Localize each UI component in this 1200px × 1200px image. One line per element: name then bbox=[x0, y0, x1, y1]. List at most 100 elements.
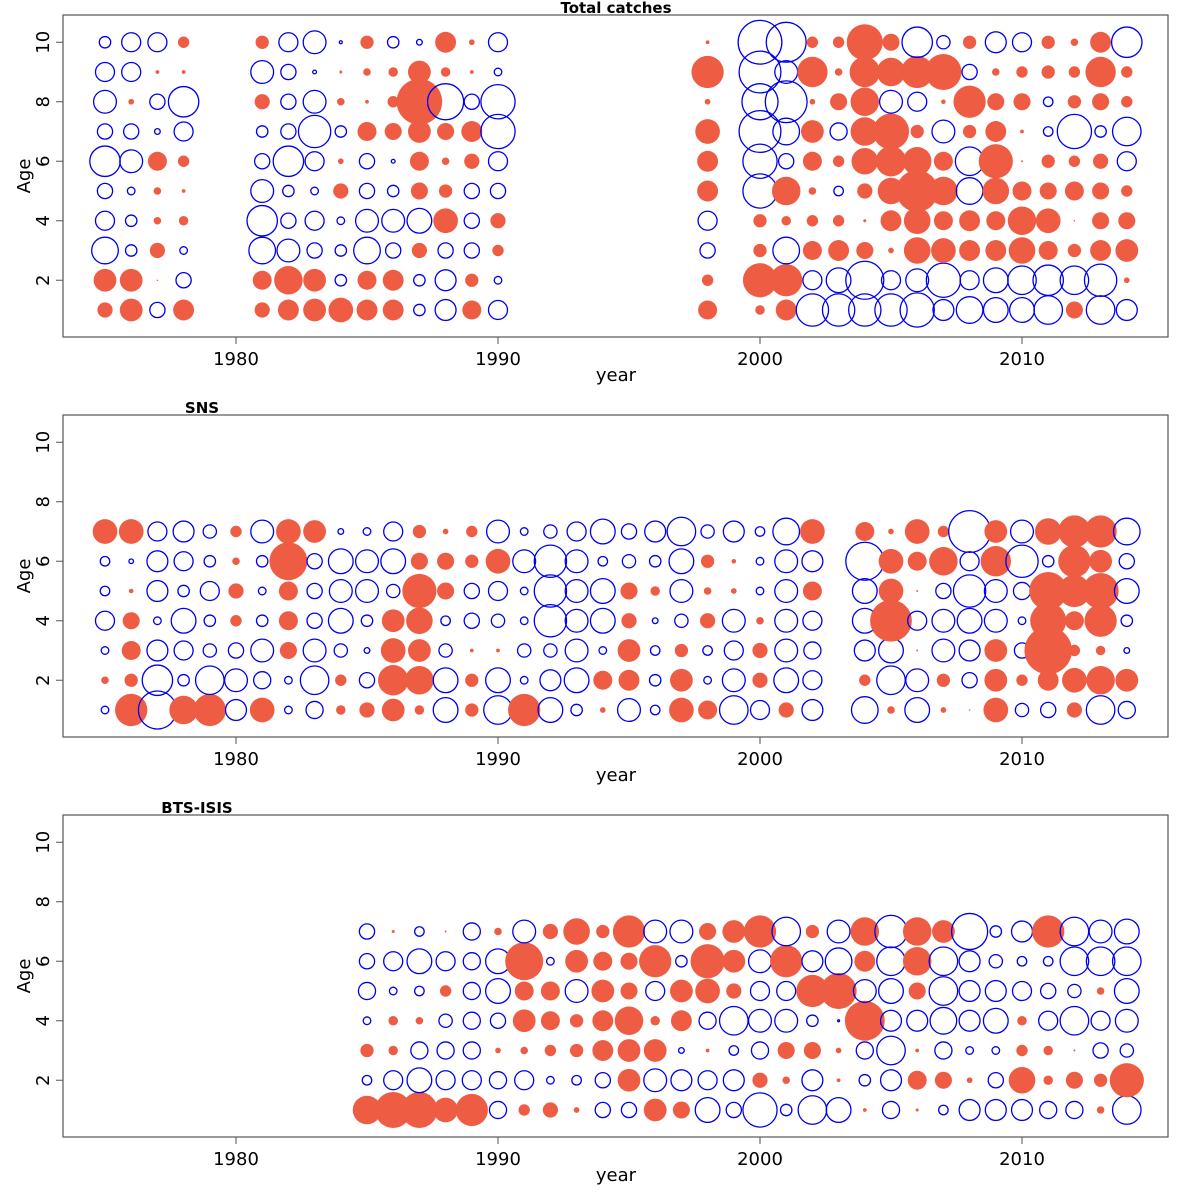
bubble-positive bbox=[303, 298, 326, 322]
bubble-positive bbox=[1070, 38, 1079, 47]
bubble-negative bbox=[413, 303, 426, 317]
bubble-positive bbox=[92, 519, 118, 544]
bubble-positive bbox=[985, 240, 1007, 261]
bubble-positive bbox=[1064, 181, 1084, 201]
bubble-negative bbox=[801, 698, 824, 722]
bubble-positive bbox=[437, 122, 455, 141]
y-tick-label: 8 bbox=[33, 896, 54, 907]
bubble-negative bbox=[147, 521, 168, 542]
bubble-negative bbox=[436, 1041, 455, 1060]
bubble-positive bbox=[937, 525, 950, 538]
bubble-positive bbox=[375, 1091, 412, 1129]
bubble-positive bbox=[796, 974, 829, 1008]
bubble-positive bbox=[592, 1040, 614, 1061]
bubble-negative bbox=[950, 912, 989, 951]
bubble-positive bbox=[828, 240, 850, 261]
bubble-negative bbox=[406, 207, 433, 234]
bubble-positive bbox=[691, 55, 724, 89]
bubble-positive bbox=[984, 520, 1008, 543]
bubble-positive bbox=[153, 216, 162, 225]
bubble-positive bbox=[959, 210, 981, 232]
bubble-negative bbox=[984, 979, 1007, 1003]
bubble-positive bbox=[599, 707, 606, 713]
bubble-negative bbox=[1111, 1095, 1142, 1125]
bubble-negative bbox=[480, 113, 516, 150]
x-axis-label: year bbox=[596, 1165, 637, 1186]
bubble-positive bbox=[101, 676, 109, 685]
bubble-negative bbox=[774, 1008, 799, 1033]
bubble-negative bbox=[874, 914, 908, 949]
bubble-positive bbox=[177, 36, 190, 48]
bubble-positive bbox=[339, 70, 343, 74]
bubble-positive bbox=[178, 216, 189, 226]
bubble-positive bbox=[249, 697, 275, 723]
bubble-positive bbox=[363, 68, 371, 76]
bubble-positive bbox=[279, 641, 297, 660]
bubble-positive bbox=[1085, 56, 1116, 88]
bubble-positive bbox=[465, 703, 479, 717]
bubble-negative bbox=[248, 236, 277, 265]
bubble-positive bbox=[808, 187, 817, 195]
bubble-positive bbox=[1037, 669, 1059, 691]
bubble-positive bbox=[697, 180, 719, 202]
x-tick-label: 1990 bbox=[475, 1149, 521, 1170]
bubble-negative bbox=[855, 1041, 875, 1060]
bubble-negative bbox=[722, 520, 745, 543]
bubble-positive bbox=[411, 242, 427, 259]
bubble-negative bbox=[598, 646, 608, 655]
bubble-negative bbox=[146, 639, 169, 662]
bubble-positive bbox=[695, 978, 720, 1004]
bubble-negative bbox=[718, 1005, 749, 1036]
bubble-negative bbox=[362, 527, 372, 536]
bubble-negative bbox=[354, 208, 380, 233]
bubble-positive bbox=[612, 915, 646, 948]
bubble-positive bbox=[435, 31, 457, 53]
bubble-negative bbox=[94, 210, 116, 231]
bubble-negative bbox=[1009, 296, 1036, 323]
bubble-negative bbox=[764, 80, 808, 124]
bubble-negative bbox=[847, 293, 882, 327]
bubble-negative bbox=[358, 672, 376, 689]
bubble-negative bbox=[802, 670, 823, 691]
bubble-positive bbox=[700, 554, 715, 568]
bubble-positive bbox=[1066, 702, 1082, 718]
bubble-positive bbox=[465, 273, 479, 287]
bubble-negative bbox=[333, 643, 349, 658]
bubble-negative bbox=[772, 517, 801, 546]
bubble-negative bbox=[280, 212, 297, 229]
bubble-negative bbox=[742, 143, 778, 179]
bubble-positive bbox=[466, 525, 478, 538]
bubble-negative bbox=[99, 585, 111, 597]
bubble-positive bbox=[643, 1098, 667, 1122]
bubble-positive bbox=[875, 146, 907, 177]
bubble-positive bbox=[356, 299, 378, 321]
bubble-positive bbox=[512, 1009, 536, 1033]
panel-title: Total catches bbox=[560, 0, 671, 17]
bubble-positive bbox=[495, 1047, 501, 1054]
bubble-negative bbox=[644, 520, 667, 543]
bubble-negative bbox=[725, 1101, 743, 1119]
bubble-positive bbox=[862, 1108, 867, 1112]
bubble-negative bbox=[519, 586, 529, 596]
bubble-positive bbox=[406, 607, 433, 635]
bubble-positive bbox=[514, 981, 534, 1001]
bubble-positive bbox=[834, 68, 843, 76]
bubble-positive bbox=[830, 93, 848, 111]
bubble-positive bbox=[357, 122, 377, 141]
bubble-positive bbox=[181, 70, 186, 74]
bubble-positive bbox=[872, 113, 910, 150]
bubble-negative bbox=[881, 1100, 901, 1120]
bubble-positive bbox=[360, 1043, 374, 1058]
bubble-positive bbox=[620, 582, 638, 600]
bubble-negative bbox=[462, 922, 482, 941]
bubble-positive bbox=[752, 642, 768, 659]
bubble-negative bbox=[203, 554, 217, 568]
bubble-negative bbox=[571, 1074, 582, 1086]
bubble-negative bbox=[179, 246, 189, 255]
bubble-positive bbox=[1008, 237, 1036, 264]
bubble-negative bbox=[94, 610, 116, 631]
bubble-negative bbox=[802, 270, 823, 291]
bubble-negative bbox=[434, 298, 457, 322]
bubble-positive bbox=[118, 519, 144, 544]
bubble-negative bbox=[961, 672, 978, 689]
